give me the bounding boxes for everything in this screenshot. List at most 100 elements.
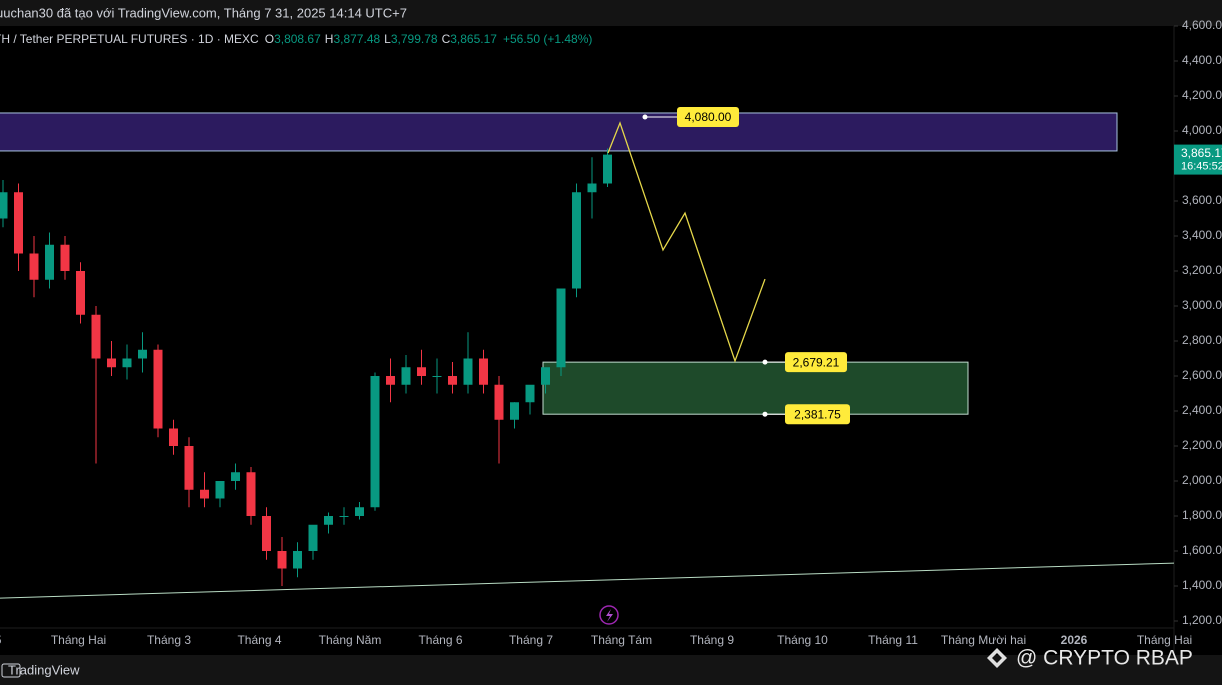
projection-path <box>607 121 766 363</box>
marker-box <box>785 404 850 425</box>
marker-label: 2,679.21 <box>793 355 840 369</box>
candle-body <box>45 244 54 280</box>
x-tick-label: Tháng Năm <box>319 633 382 647</box>
candle-body <box>293 551 302 569</box>
candle-body <box>246 472 256 516</box>
trendline <box>0 562 1175 599</box>
current-price-box <box>1174 144 1222 175</box>
candle-body <box>386 376 395 385</box>
candle-body <box>525 384 535 403</box>
legend-key: H <box>325 32 334 46</box>
y-tick-label: 4,400.00 <box>1182 53 1222 67</box>
candle-body <box>200 489 209 499</box>
marker-dot <box>762 359 768 365</box>
candle-body <box>432 376 442 377</box>
y-tick-label: 2,800.00 <box>1182 333 1222 347</box>
candle-body <box>76 271 85 315</box>
candle-body <box>153 349 163 429</box>
marker-box <box>785 352 847 373</box>
symbol: TH / Tether PERPETUAL FUTURES · 1D · MEX… <box>0 32 259 46</box>
legend-value: 3,799.78 <box>391 32 438 46</box>
x-tick-label: Tháng Hai <box>1137 633 1192 647</box>
candle-body <box>339 516 349 517</box>
watermark-logo <box>987 648 1007 668</box>
candle-body <box>401 367 411 385</box>
candle-body <box>417 367 426 376</box>
top-bar <box>0 0 1222 26</box>
candle-body <box>572 192 581 289</box>
candle-body <box>262 516 271 551</box>
x-tick-label: Tháng 3 <box>147 633 191 647</box>
candle-body <box>184 446 194 490</box>
y-tick-label: 2,600.00 <box>1182 368 1222 382</box>
candle-body <box>231 472 240 481</box>
candle-body <box>463 358 473 385</box>
x-tick-label: Tháng 11 <box>868 633 918 647</box>
candle-body <box>138 349 147 359</box>
header-text: uuchan30 đã tạo với TradingView.com, Thá… <box>0 5 407 20</box>
y-tick-label: 2,000.00 <box>1182 473 1222 487</box>
current-price-label: 3,865.17 <box>1181 146 1222 160</box>
y-tick-label: 1,400.00 <box>1182 578 1222 592</box>
brand: TradingView <box>8 662 80 677</box>
legend-value: 3,808.67 <box>274 32 321 46</box>
legend-value: 3,865.17 <box>450 32 497 46</box>
marker-dot <box>762 411 768 417</box>
candle-body <box>556 288 566 368</box>
y-tick-label: 4,600.00 <box>1182 18 1222 32</box>
legend-key: C <box>442 32 451 46</box>
lightning-glyph <box>606 609 613 622</box>
y-tick-label: 3,000.00 <box>1182 298 1222 312</box>
legend-key: O <box>265 32 274 46</box>
candle-body <box>479 358 488 385</box>
y-tick-label: 4,200.00 <box>1182 88 1222 102</box>
candle-body <box>587 183 597 193</box>
x-tick-label: 2026 <box>1061 633 1088 647</box>
candle-body <box>355 507 364 516</box>
x-tick-label: Tháng 6 <box>418 633 462 647</box>
candle-body <box>91 314 101 359</box>
y-tick-label: 1,200.00 <box>1182 613 1222 627</box>
resistance-zone <box>0 112 1118 152</box>
candle-body <box>215 481 225 499</box>
candle-body <box>107 358 116 368</box>
candle-body <box>0 192 8 219</box>
x-tick-label: Tháng 4 <box>237 633 281 647</box>
legend-value: 3,877.48 <box>333 32 380 46</box>
marker-label: 2,381.75 <box>794 407 841 421</box>
candle-body <box>324 516 333 525</box>
candle-body <box>169 428 178 446</box>
candle-body <box>370 376 380 508</box>
y-tick-label: 3,400.00 <box>1182 228 1222 242</box>
bottom-bar <box>0 655 1222 685</box>
candle-body <box>541 367 550 385</box>
x-tick-label: Tháng 10 <box>777 633 828 647</box>
candle-body <box>29 253 39 280</box>
marker-label: 4,080.00 <box>685 110 732 124</box>
legend-key: L <box>384 32 391 46</box>
x-tick-label: 2025 <box>0 633 2 647</box>
y-tick-label: 3,200.00 <box>1182 263 1222 277</box>
x-tick-label: Tháng 7 <box>509 633 553 647</box>
candle-body <box>448 376 457 385</box>
y-tick-label: 1,600.00 <box>1182 543 1222 557</box>
y-tick-label: 1,800.00 <box>1182 508 1222 522</box>
y-tick-label: 3,600.00 <box>1182 193 1222 207</box>
x-tick-label: Tháng 9 <box>690 633 734 647</box>
candle-body <box>60 244 70 271</box>
brand-logo <box>1 663 21 678</box>
watermark: @ CRYPTO RBAP <box>1016 647 1193 670</box>
legend-value: +56.50 (+1.48%) <box>503 32 592 46</box>
support-zone <box>542 361 969 415</box>
marker-dot <box>642 114 648 120</box>
candle-body <box>510 402 519 420</box>
x-tick-label: Tháng Tám <box>591 633 652 647</box>
candle-body <box>308 524 318 551</box>
marker-box <box>677 107 739 127</box>
candle-body <box>14 192 23 254</box>
lightning-icon[interactable] <box>599 605 619 625</box>
candle-body <box>277 551 287 569</box>
x-tick-label: Tháng Mười hai <box>941 633 1026 647</box>
